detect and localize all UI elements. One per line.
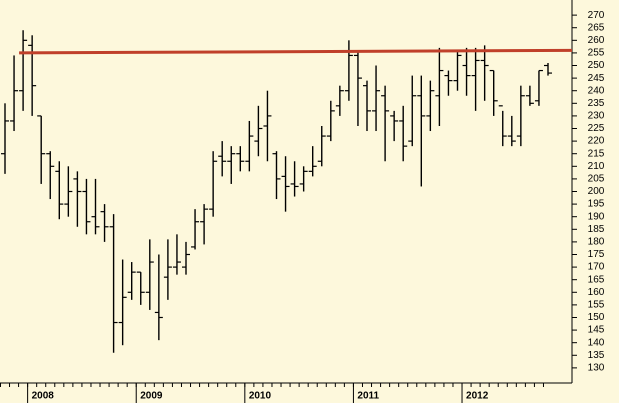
y-tick-label: 135 bbox=[588, 350, 605, 361]
y-tick-label: 230 bbox=[588, 111, 605, 122]
y-tick-label: 165 bbox=[588, 274, 605, 285]
y-tick-label: 245 bbox=[588, 73, 605, 84]
y-tick-label: 225 bbox=[588, 123, 605, 134]
x-tick-label: 2012 bbox=[466, 391, 489, 402]
y-tick-label: 220 bbox=[588, 136, 605, 147]
y-tick-label: 260 bbox=[588, 35, 605, 46]
y-tick-label: 130 bbox=[588, 363, 605, 374]
y-tick-label: 145 bbox=[588, 325, 605, 336]
x-tick-label: 2011 bbox=[357, 391, 379, 402]
y-tick-label: 190 bbox=[588, 211, 605, 222]
y-tick-label: 140 bbox=[588, 337, 605, 348]
y-tick-label: 195 bbox=[588, 199, 605, 210]
y-tick-label: 180 bbox=[588, 237, 605, 248]
y-tick-label: 170 bbox=[588, 262, 605, 273]
y-tick-label: 150 bbox=[588, 312, 605, 323]
y-tick-label: 235 bbox=[588, 98, 605, 109]
y-tick-label: 205 bbox=[588, 174, 605, 185]
y-tick-label: 155 bbox=[588, 300, 605, 311]
y-tick-label: 250 bbox=[588, 60, 605, 71]
y-tick-label: 160 bbox=[588, 287, 605, 298]
x-tick-label: 2010 bbox=[249, 391, 272, 402]
trendline bbox=[19, 48, 573, 55]
y-tick-label: 265 bbox=[588, 22, 605, 33]
y-tick-label: 210 bbox=[588, 161, 605, 172]
y-tick-label: 175 bbox=[588, 249, 605, 260]
x-tick-label: 2009 bbox=[140, 391, 163, 402]
y-tick-label: 200 bbox=[588, 186, 605, 197]
y-tick-label: 255 bbox=[588, 48, 605, 59]
x-tick-label: 2008 bbox=[32, 391, 55, 402]
y-tick-label: 240 bbox=[588, 85, 605, 96]
y-tick-label: 185 bbox=[588, 224, 605, 235]
y-tick-label: 270 bbox=[588, 10, 605, 21]
y-tick-label: 215 bbox=[588, 148, 605, 159]
